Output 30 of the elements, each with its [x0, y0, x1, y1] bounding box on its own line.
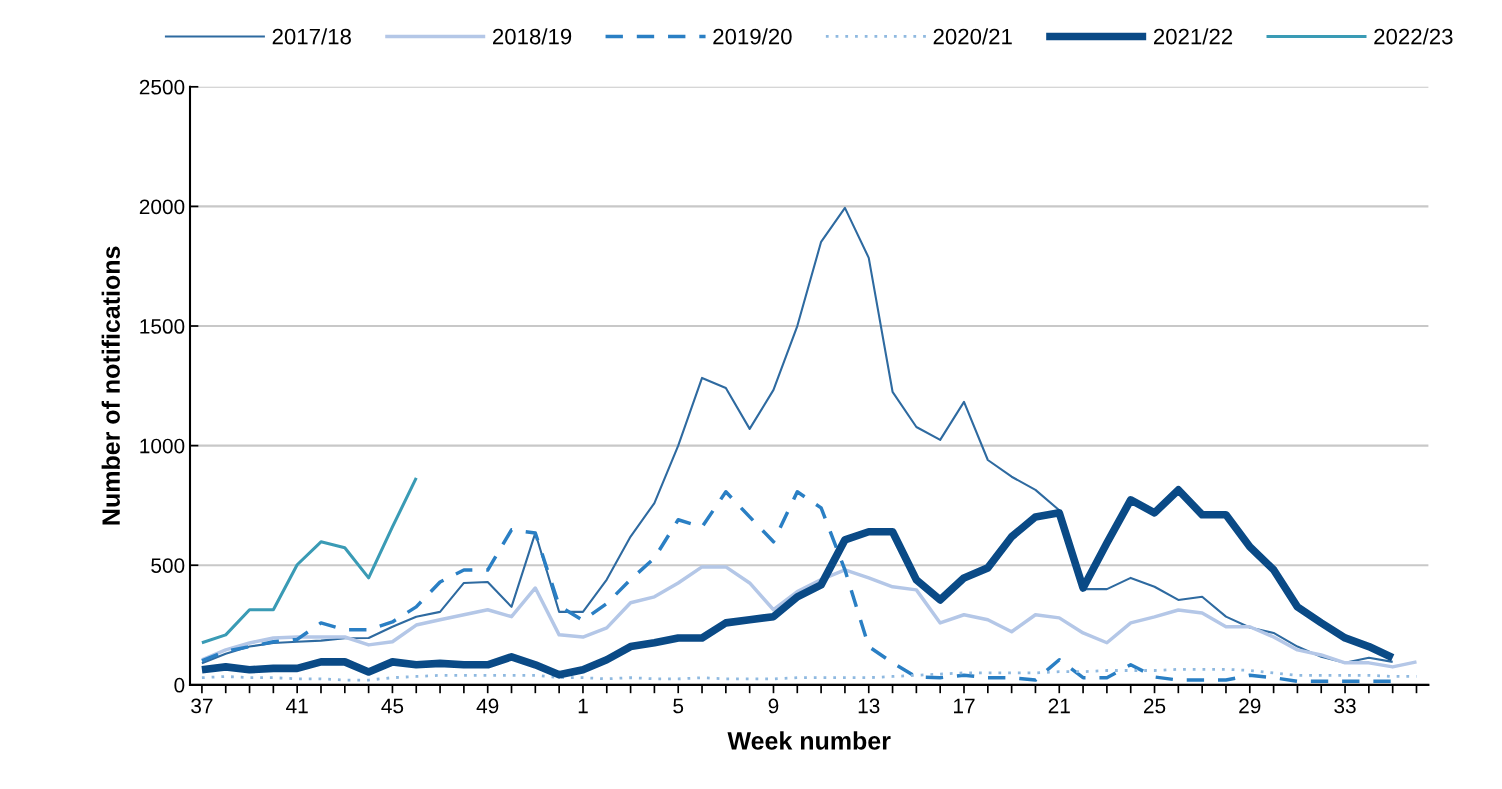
legend-label: 2021/22: [1153, 28, 1233, 45]
y-tick-label: 2000: [139, 199, 185, 215]
x-tick-label: 13: [858, 698, 880, 714]
x-tick-label: 33: [1334, 698, 1356, 714]
x-tick-label: 1: [578, 698, 588, 714]
x-tick-label: 17: [954, 698, 975, 714]
legend-label: 2022/23: [1374, 28, 1453, 45]
x-tick-label: 45: [381, 698, 404, 714]
y-tick-label: 2500: [139, 79, 185, 95]
line-series: [200, 476, 418, 645]
y-tick-label: 0: [174, 677, 185, 693]
x-tick-label: 41: [286, 698, 308, 714]
legend-label: 2017/18: [272, 28, 351, 45]
y-tick-label: 1000: [140, 438, 185, 454]
y-tick-label: 1500: [140, 319, 185, 334]
line-series: [200, 206, 1394, 665]
x-tick-label: 9: [768, 698, 779, 714]
x-tick-label: 21: [1048, 698, 1070, 714]
y-tick-label: 500: [151, 558, 185, 573]
x-tick-label: 49: [476, 698, 499, 714]
x-tick-label: 5: [673, 698, 684, 714]
line-series: [200, 565, 1419, 669]
legend-label: 2019/20: [713, 28, 792, 45]
legend-label: 2020/21: [933, 28, 1012, 45]
x-axis-title: Week number: [727, 731, 891, 750]
x-tick-label: 37: [191, 698, 213, 714]
x-tick-label: 25: [1143, 698, 1166, 714]
legend-label: 2018/19: [493, 28, 572, 45]
x-tick-label: 29: [1239, 698, 1261, 714]
y-axis-title: Number of notifications: [101, 246, 120, 525]
